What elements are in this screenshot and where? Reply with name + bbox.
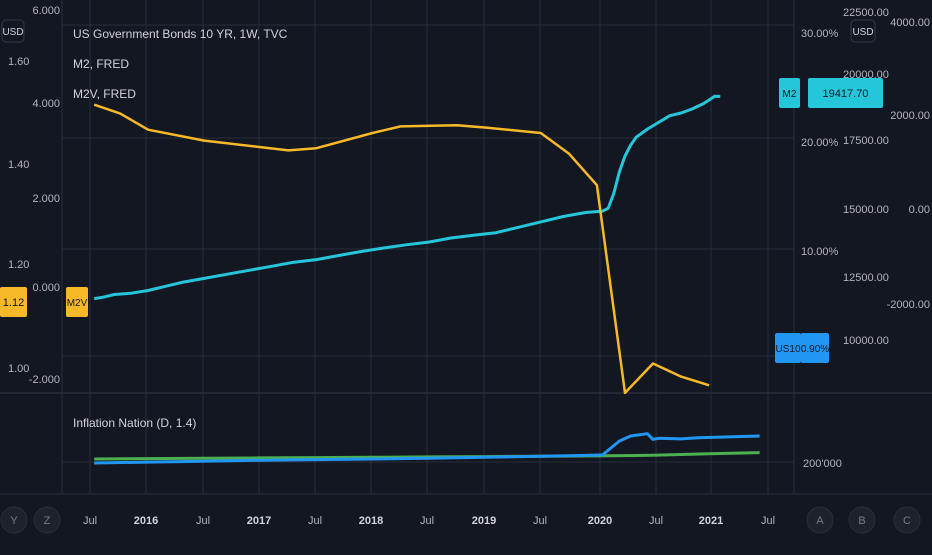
grid: [0, 0, 932, 495]
badge-us10: US10: [775, 333, 801, 363]
far-left-tick-label: 1.40: [8, 159, 29, 171]
far-right-tick-label: -2000.00: [887, 299, 930, 311]
indicator-tick-label: 200'000: [803, 458, 842, 470]
x-tick-label: Jul: [533, 515, 547, 527]
legend-us10[interactable]: US Government Bonds 10 YR, 1W, TVC: [73, 27, 288, 41]
badge-m2: M2: [779, 78, 800, 108]
left-tick-label: 2.000: [32, 193, 60, 205]
series-layer: [93, 94, 760, 465]
left-tick-label: 0.000: [32, 282, 60, 294]
indicator-blue-line: [94, 432, 760, 465]
legend-m2[interactable]: M2, FRED: [73, 57, 129, 71]
x-tick-label: Jul: [196, 515, 210, 527]
badge-m2v: M2V: [66, 287, 88, 317]
series-m2v-line: [93, 103, 710, 395]
toolbar-button-a-label: A: [816, 515, 824, 527]
right-level-tick-label: 22500.00: [843, 7, 889, 19]
right-level-tick-label: 15000.00: [843, 204, 889, 216]
far-left-tick-label: 1.60: [8, 56, 29, 68]
x-tick-label: Jul: [420, 515, 434, 527]
far-left-tick-label: 1.20: [8, 259, 29, 271]
badge-far-left-value: 1.12: [0, 287, 27, 317]
right-pct-tick-label: 30.00%: [801, 28, 839, 40]
toolbar-button-z[interactable]: Z: [33, 506, 61, 534]
usd-unit-left[interactable]: USD: [1, 19, 25, 43]
x-tick-label: 2021: [699, 515, 723, 527]
left-tick-label: 4.000: [32, 98, 60, 110]
x-tick-label: 2016: [134, 515, 158, 527]
far-right-tick-label: 4000.00: [890, 17, 930, 29]
toolbar-button-b-label: B: [858, 515, 865, 527]
badge-us10-value-text: 0.90%: [801, 344, 829, 355]
toolbar-button-y[interactable]: Y: [0, 506, 28, 534]
badge-far-left-text: 1.12: [3, 297, 24, 309]
badge-m2-value: 19417.70: [808, 78, 883, 108]
toolbar-button-z-label: Z: [44, 515, 51, 527]
toolbar-button-c-label: C: [903, 515, 911, 527]
far-left-tick-label: 1.00: [8, 363, 29, 375]
x-tick-label: Jul: [761, 515, 775, 527]
badge-m2-value-text: 19417.70: [823, 88, 869, 100]
right-level-tick-label: 10000.00: [843, 335, 889, 347]
badge-us10-text: US10: [775, 344, 800, 355]
usd-unit-right[interactable]: USD: [850, 19, 876, 43]
badge-m2v-text: M2V: [67, 298, 88, 309]
toolbar-button-a[interactable]: A: [806, 506, 834, 534]
indicator-title[interactable]: Inflation Nation (D, 1.4): [73, 416, 196, 430]
x-tick-label: Jul: [649, 515, 663, 527]
x-tick-label: Jul: [308, 515, 322, 527]
legend-m2v[interactable]: M2V, FRED: [73, 87, 136, 101]
x-tick-label: 2019: [472, 515, 496, 527]
right-level-tick-label: 17500.00: [843, 135, 889, 147]
badge-us10-value: 0.90%: [801, 333, 829, 363]
badge-m2-text: M2: [783, 89, 797, 100]
right-pct-tick-label: 10.00%: [801, 246, 839, 258]
axes: Jul 2016 Jul 2017 Jul 2018 Jul 2019 Jul 2020 Jul 20…: [8, 5, 930, 527]
x-tick-label: 2017: [247, 515, 271, 527]
x-tick-label: 2020: [588, 515, 612, 527]
toolbar-button-y-label: Y: [10, 515, 18, 527]
left-tick-label: 6.000: [32, 5, 60, 17]
series-m2-line: [93, 94, 721, 301]
far-right-tick-label: 2000.00: [890, 110, 930, 122]
usd-unit-left-label: USD: [2, 27, 23, 38]
left-tick-label: -2.000: [29, 374, 60, 386]
toolbar-button-c[interactable]: C: [893, 506, 921, 534]
x-tick-label: Jul: [83, 515, 97, 527]
x-tick-label: 2018: [359, 515, 383, 527]
far-right-tick-label: 0.00: [909, 204, 930, 216]
right-level-tick-label: 12500.00: [843, 272, 889, 284]
usd-unit-right-label: USD: [852, 27, 873, 38]
right-pct-tick-label: 20.00%: [801, 137, 839, 149]
toolbar-button-b[interactable]: B: [848, 506, 876, 534]
